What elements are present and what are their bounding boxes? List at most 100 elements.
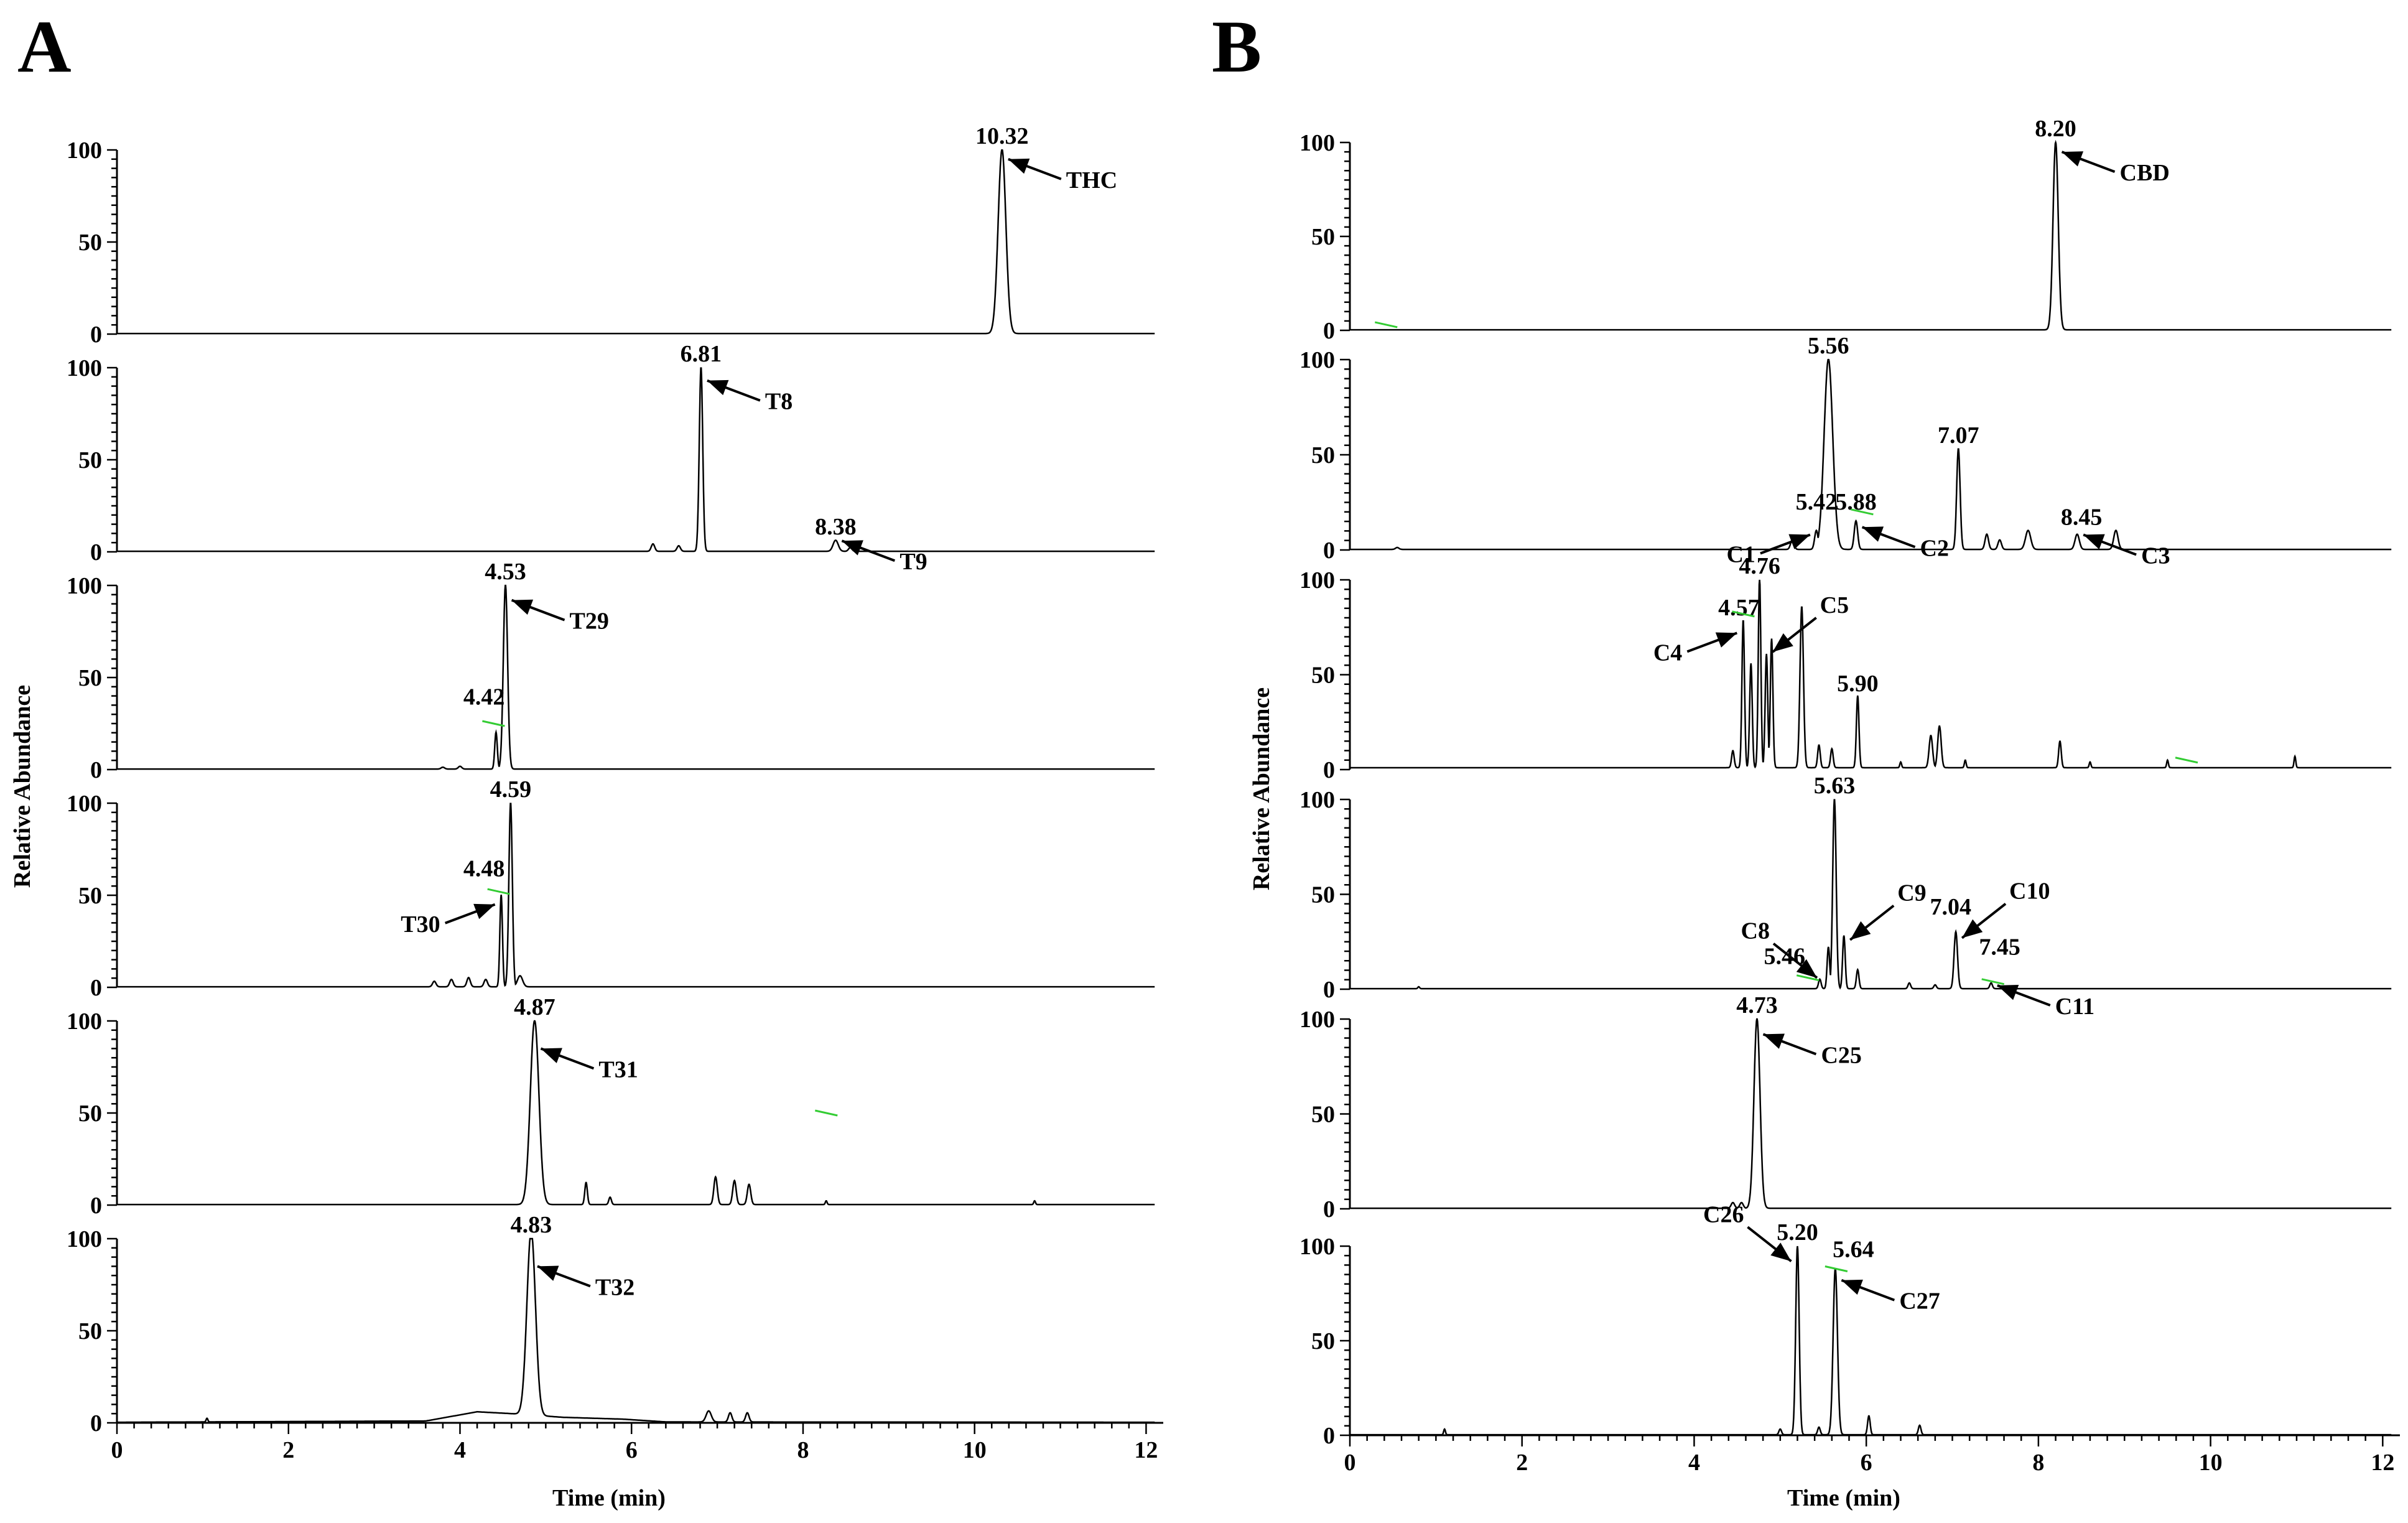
panel-b-x-tick-label: 10 — [2199, 1450, 2223, 1476]
panel-a-row-4-arrow-head — [473, 903, 495, 920]
panel-b-row-4-y-tick-label: 50 — [1311, 882, 1335, 908]
panel-a-row-3-y-tick-label: 100 — [67, 573, 102, 599]
panel-b-row-4-arrow-head — [1850, 921, 1871, 940]
panel-a-row-5-integration-marker — [814, 1109, 838, 1117]
panel-b-row-2-peak-label: 5.56 — [1808, 333, 1849, 359]
panel-a-row-2-y-tick-label: 0 — [90, 539, 102, 566]
panel-a-x-tick-label: 4 — [454, 1437, 466, 1463]
panel-a-row-2-arrow-label-t8: T8 — [765, 389, 793, 415]
panel-a-row-6-trace-t32 — [117, 1237, 1155, 1423]
panel-a-row-2-peak-label: 6.81 — [681, 341, 722, 367]
panel-a-row-3-integration-marker — [482, 720, 505, 727]
panel-a-row-1-trace-thc — [117, 149, 1155, 335]
panel-a-row-4-y-tick-label: 0 — [90, 975, 102, 1001]
panel-b-row-6-integration-marker — [1825, 1265, 1848, 1272]
panel-a-row-2-arrow-label-t9: T9 — [900, 549, 927, 575]
panel-b-row-4-arrow-label-c9: C9 — [1897, 880, 1926, 906]
panel-b-row-3-peak-label: 4.76 — [1739, 553, 1780, 579]
panel-a-x-tick-label: 8 — [797, 1437, 809, 1463]
panel-b-row-2-y-tick-label: 50 — [1311, 442, 1335, 468]
panel-a-row-4-arrow-label-t30: T30 — [401, 911, 440, 938]
panel-b-row-5-y-tick-label: 0 — [1323, 1196, 1335, 1223]
panel-b-row-6-y-tick-label: 50 — [1311, 1328, 1335, 1354]
panel-b-row-3-integration-marker — [1732, 610, 1755, 618]
panel-b-row-2-peak-label: 5.42 — [1796, 489, 1838, 515]
panel-b-row-4-trace-c8-c11 — [1350, 799, 2392, 990]
panel-a-row-2-peak-label: 8.38 — [815, 514, 857, 540]
panel-b-row-5-y-tick-label: 100 — [1299, 1007, 1335, 1033]
panel-b-row-2-arrow-label-c2: C2 — [1920, 535, 1949, 561]
panel-b-row-1-y-tick-label: 100 — [1299, 130, 1335, 156]
panel-b-row-2-arrow-label-c3: C3 — [2141, 543, 2170, 569]
panel-a-row-5-y-tick-label: 100 — [67, 1008, 102, 1035]
panel-b-row-1-arrow-head — [2062, 151, 2084, 167]
panel-b-row-1-y-tick-label: 50 — [1311, 224, 1335, 250]
panel-b-row-4-arrow-label-c8: C8 — [1741, 918, 1770, 944]
panel-b-row-6-trace-c26-c27 — [1350, 1246, 2392, 1436]
panel-a-row-3-y-tick-label: 0 — [90, 757, 102, 783]
panel-b-row-5-trace-c25 — [1350, 1018, 2392, 1209]
panel-a-row-3-peak-label: 4.53 — [485, 559, 526, 585]
panel-a-row-5-y-tick-label: 0 — [90, 1193, 102, 1219]
panel-b-row-2-arrow-head — [2083, 534, 2105, 549]
panel-b-row-2-arrow-label-c1: C1 — [1726, 542, 1755, 568]
panel-a-row-3-trace-t29 — [117, 584, 1155, 770]
panel-b-row-4-peak-label: 5.63 — [1814, 773, 1856, 799]
panel-a-row-6-arrow-head — [537, 1265, 559, 1281]
panel-a-x-tick-label: 6 — [626, 1437, 638, 1463]
panel-b-row-4-y-tick-label: 0 — [1323, 977, 1335, 1003]
panel-a-row-5-arrow-head — [541, 1048, 562, 1063]
panel-a-row-1-y-tick-label: 0 — [90, 322, 102, 348]
panel-a-row-4-peak-label: 4.59 — [490, 776, 532, 803]
panel-a-row-5-peak-label: 4.87 — [514, 994, 556, 1020]
panel-b-x-tick-label: 4 — [1688, 1450, 1700, 1476]
panel-a-row-5-trace-t31 — [117, 1020, 1155, 1206]
panel-b-row-5-peak-label: 4.73 — [1736, 992, 1778, 1018]
panel-a-row-5-y-tick-label: 50 — [78, 1101, 102, 1127]
panel-b-row-5-y-tick-label: 50 — [1311, 1102, 1335, 1128]
panel-b-row-2-integration-marker — [1851, 508, 1874, 516]
panel-b-row-3-arrow-head — [1715, 632, 1737, 648]
panel-a-row-4-peak-label: 4.48 — [463, 855, 505, 882]
panel-a-row-1-y-tick-label: 50 — [78, 230, 102, 256]
panel-b-row-5-arrow-label-c25: C25 — [1821, 1042, 1861, 1068]
panel-b-row-3-peak-label: 5.90 — [1837, 671, 1879, 697]
panel-b-row-1-arrow-label-cbd: CBD — [2120, 160, 2170, 186]
panel-b-row-1-y-tick-label: 0 — [1323, 318, 1335, 344]
panel-b-row-6-arrow-label-c27: C27 — [1899, 1288, 1940, 1315]
panel-a-row-1-arrow-label-thc: THC — [1066, 167, 1117, 193]
panel-b-row-3-trace-c4-c5 — [1350, 579, 2392, 769]
panel-a-row-3-arrow-head — [511, 599, 534, 615]
panel-b-row-2-arrow-head — [1788, 534, 1810, 549]
panel-a-row-1-arrow-head — [1008, 158, 1030, 174]
panel-b-row-3-integration-marker — [2175, 757, 2198, 764]
panel-a-x-axis-title: Time (min) — [552, 1485, 666, 1511]
panel-b-row-4-peak-label: 7.45 — [1979, 934, 2020, 960]
panel-b-row-4-y-tick-label: 100 — [1299, 787, 1335, 813]
panel-b-x-tick-label: 6 — [1861, 1450, 1872, 1476]
panel-a-x-tick-label: 12 — [1134, 1437, 1158, 1463]
panel-a-x-tick-label: 10 — [963, 1437, 987, 1463]
panel-b-x-tick-label: 2 — [1516, 1450, 1528, 1476]
panel-a-row-6-arrow-label-t32: T32 — [595, 1274, 635, 1300]
panel-a-row-4-y-tick-label: 50 — [78, 883, 102, 909]
panel-b-row-3-arrow-head — [1772, 633, 1793, 652]
panel-a-row-1-peak-label: 10.32 — [975, 123, 1029, 149]
panel-b-row-3-y-tick-label: 100 — [1299, 567, 1335, 594]
panel-a-row-4-integration-marker — [487, 888, 510, 895]
panel-b-row-4-arrow-head — [1796, 959, 1817, 978]
panel-a-row-2-y-tick-label: 50 — [78, 447, 102, 473]
panel-a-row-6-peak-label: 4.83 — [511, 1212, 552, 1238]
panel-b-row-4-arrow-label-c11: C11 — [2055, 994, 2094, 1020]
panel-b-row-6-y-tick-label: 0 — [1323, 1423, 1335, 1449]
panel-a-row-4-y-tick-label: 100 — [67, 791, 102, 817]
panel-a-row-6-y-tick-label: 100 — [67, 1226, 102, 1252]
panel-a-y-axis-title: Relative Abundance — [9, 685, 35, 888]
panel-a-row-3-arrow-label-t29: T29 — [570, 608, 609, 635]
panel-b-row-2-y-tick-label: 100 — [1299, 347, 1335, 373]
panel-b-row-3-y-tick-label: 0 — [1323, 757, 1335, 783]
panel-b-x-axis-title: Time (min) — [1787, 1485, 1900, 1511]
panel-b-x-tick-label: 8 — [2032, 1450, 2044, 1476]
